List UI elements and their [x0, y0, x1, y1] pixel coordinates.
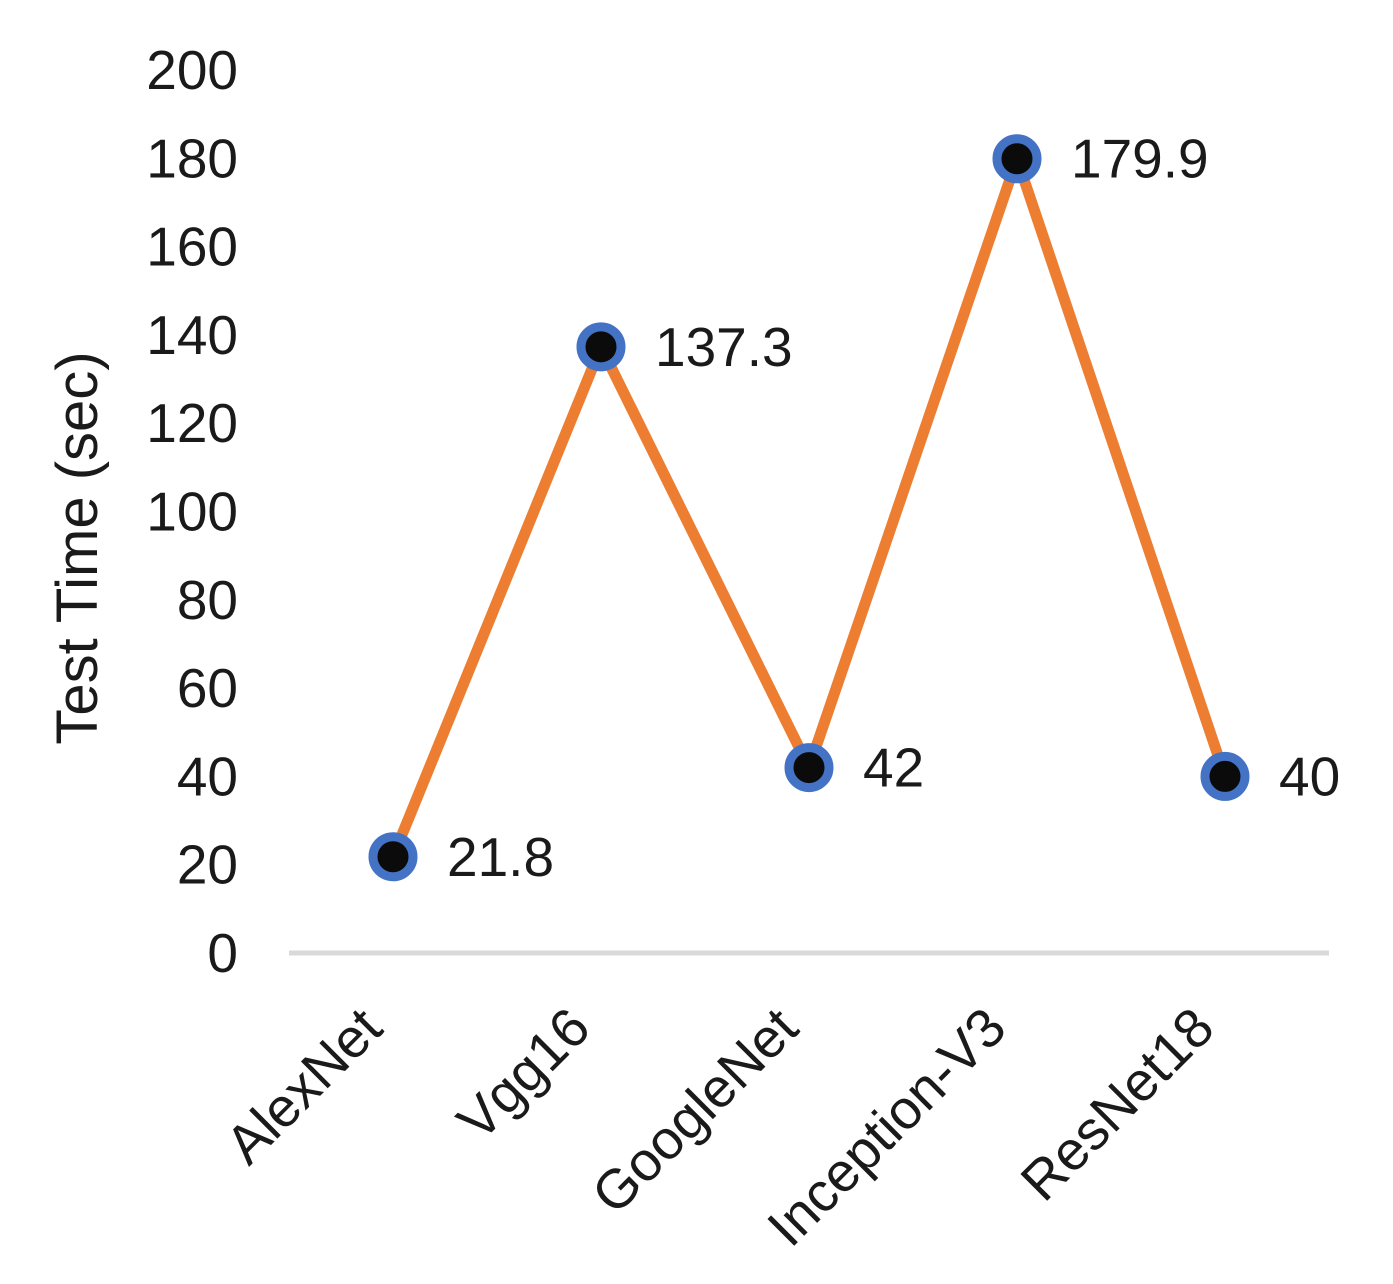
data-point-label: 21.8 [447, 826, 554, 888]
x-category-label: ResNet18 [1009, 996, 1226, 1213]
data-point-marker [992, 134, 1042, 184]
y-tick-label: 60 [177, 657, 238, 719]
x-category-label: AlexNet [213, 996, 393, 1176]
y-tick-label: 0 [207, 922, 238, 984]
data-point-label: 40 [1279, 745, 1340, 807]
y-tick-label: 180 [146, 127, 238, 189]
y-tick-label: 120 [146, 392, 238, 454]
data-point-marker [1200, 751, 1250, 801]
y-tick-label: 20 [177, 834, 238, 896]
x-category-label: GoogleNet [580, 996, 810, 1226]
y-tick-label: 40 [177, 745, 238, 807]
x-category-label: Vgg16 [445, 996, 601, 1152]
y-tick-label: 80 [177, 569, 238, 631]
data-point-label: 179.9 [1071, 128, 1209, 190]
y-tick-label: 200 [146, 39, 238, 101]
data-point-label: 42 [863, 737, 924, 799]
data-point-marker [368, 832, 418, 882]
y-tick-label: 100 [146, 481, 238, 543]
data-point-marker [784, 743, 834, 793]
y-tick-label: 140 [146, 304, 238, 366]
data-point-label: 137.3 [655, 316, 793, 378]
y-tick-label: 160 [146, 216, 238, 278]
data-point-marker [576, 322, 626, 372]
